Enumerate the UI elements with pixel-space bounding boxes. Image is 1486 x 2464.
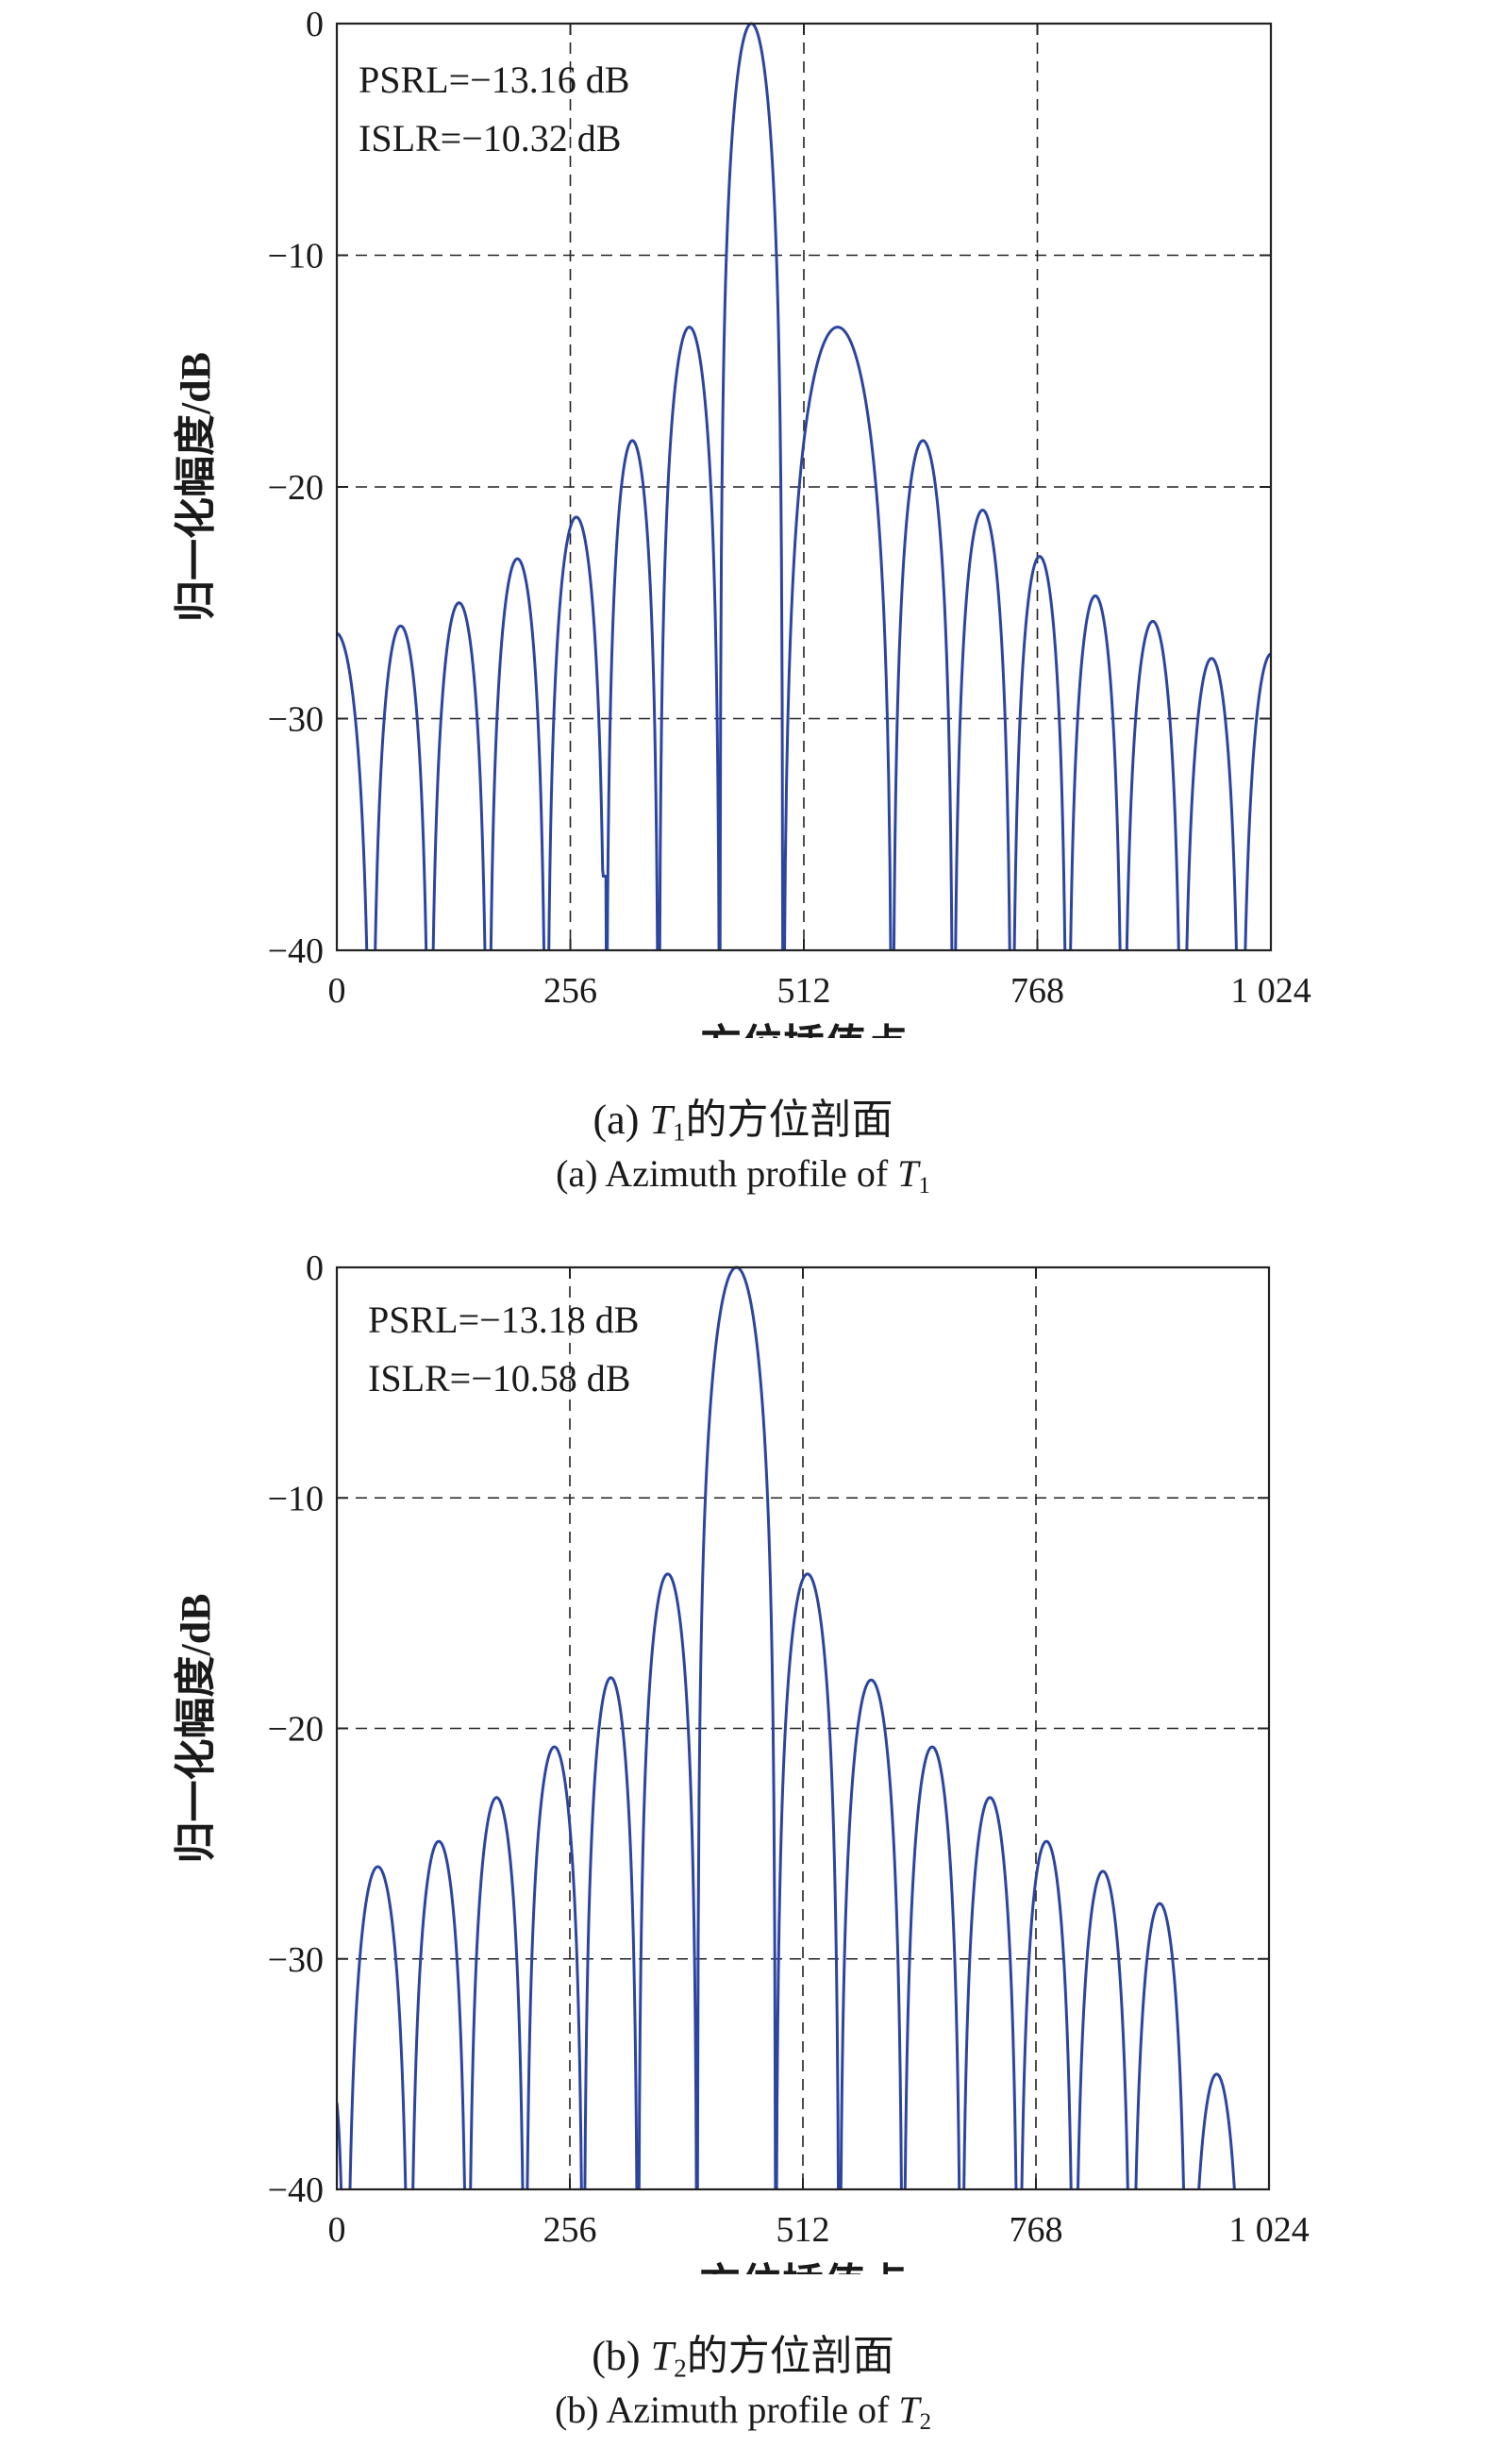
islr-annotation-b: ISLR=−10.58 dB (368, 1357, 630, 1400)
x-tick-label-b-0: 0 (328, 2210, 346, 2250)
caption-cn-a-prefix: (a) (593, 1097, 650, 1143)
x-tick-label-b-3: 768 (1010, 2210, 1063, 2250)
caption-cn-a-var: T (649, 1097, 673, 1143)
islr-annotation-a: ISLR=−10.32 dB (359, 117, 621, 159)
profile-line-b (337, 1266, 1236, 2189)
chart-panel-b: 0 256 512 768 1 024 0 −10 −20 −30 −40 方位插值点 归一化幅度/d… (173, 1249, 1310, 2274)
x-tick-label-a-4: 1 024 (1230, 971, 1311, 1011)
psrl-annotation-b: PSRL=−13.18 dB (368, 1299, 639, 1341)
y-axis-label-a: 归一化幅度/dB (173, 352, 219, 622)
y-tick-label-a-2: −20 (268, 468, 324, 508)
caption-en-b-prefix: (b) Azimuth profile of (554, 2389, 899, 2431)
caption-cn-a-suffix: 的方位剖面 (685, 1097, 893, 1143)
caption-en-a-sub: 1 (918, 1172, 930, 1198)
x-tick-label-a-3: 768 (1010, 971, 1064, 1011)
x-tick-label-b-2: 512 (776, 2210, 830, 2250)
y-tick-label-a-3: −30 (268, 700, 324, 740)
x-tick-label-a-0: 0 (328, 971, 346, 1011)
y-tick-label-b-2: −20 (268, 1710, 324, 1750)
y-tick-label-a-0: 0 (306, 5, 324, 44)
caption-en-b-var: T (898, 2389, 920, 2431)
x-tick-label-a-1: 256 (543, 971, 597, 1011)
caption-cn-b: (b) T2的方位剖面 (0, 2322, 1486, 2384)
y-tick-label-a-4: −40 (268, 931, 324, 971)
y-tick-label-b-0: 0 (306, 1249, 324, 1288)
psrl-annotation-a: PSRL=−13.16 dB (359, 59, 629, 101)
caption-en-a-prefix: (a) Azimuth profile of (556, 1152, 898, 1195)
x-tick-label-b-4: 1 024 (1228, 2210, 1310, 2250)
y-tick-label-b-4: −40 (268, 2171, 324, 2210)
x-axis-label-b: 方位插值点 (699, 2261, 907, 2274)
x-axis-label-a: 方位插值点 (700, 1022, 908, 1038)
caption-en-a-var: T (897, 1152, 919, 1195)
y-tick-label-a-1: −10 (268, 237, 324, 277)
x-tick-label-a-2: 512 (777, 971, 831, 1011)
chart-panel-a: 0 256 512 768 1 024 0 −10 −20 −30 −40 方位插值点 归一化幅度/d… (173, 5, 1311, 1038)
caption-cn-a: (a) T1的方位剖面 (0, 1085, 1486, 1148)
y-axis-label-b: 归一化幅度/dB (173, 1593, 219, 1863)
caption-cn-b-prefix: (b) (592, 2333, 651, 2379)
y-tick-label-b-3: −30 (268, 1940, 324, 1980)
y-tick-label-b-1: −10 (268, 1479, 324, 1518)
caption-en-b-sub: 2 (919, 2408, 931, 2435)
caption-cn-b-sub: 2 (674, 2354, 687, 2383)
caption-en-b: (b) Azimuth profile of T2 (0, 2388, 1486, 2436)
caption-en-a: (a) Azimuth profile of T1 (0, 1151, 1486, 1199)
x-tick-label-b-1: 256 (543, 2210, 597, 2250)
caption-cn-b-var: T (650, 2333, 675, 2379)
caption-cn-b-suffix: 的方位剖面 (686, 2333, 894, 2379)
caption-cn-a-sub: 1 (672, 1117, 686, 1147)
